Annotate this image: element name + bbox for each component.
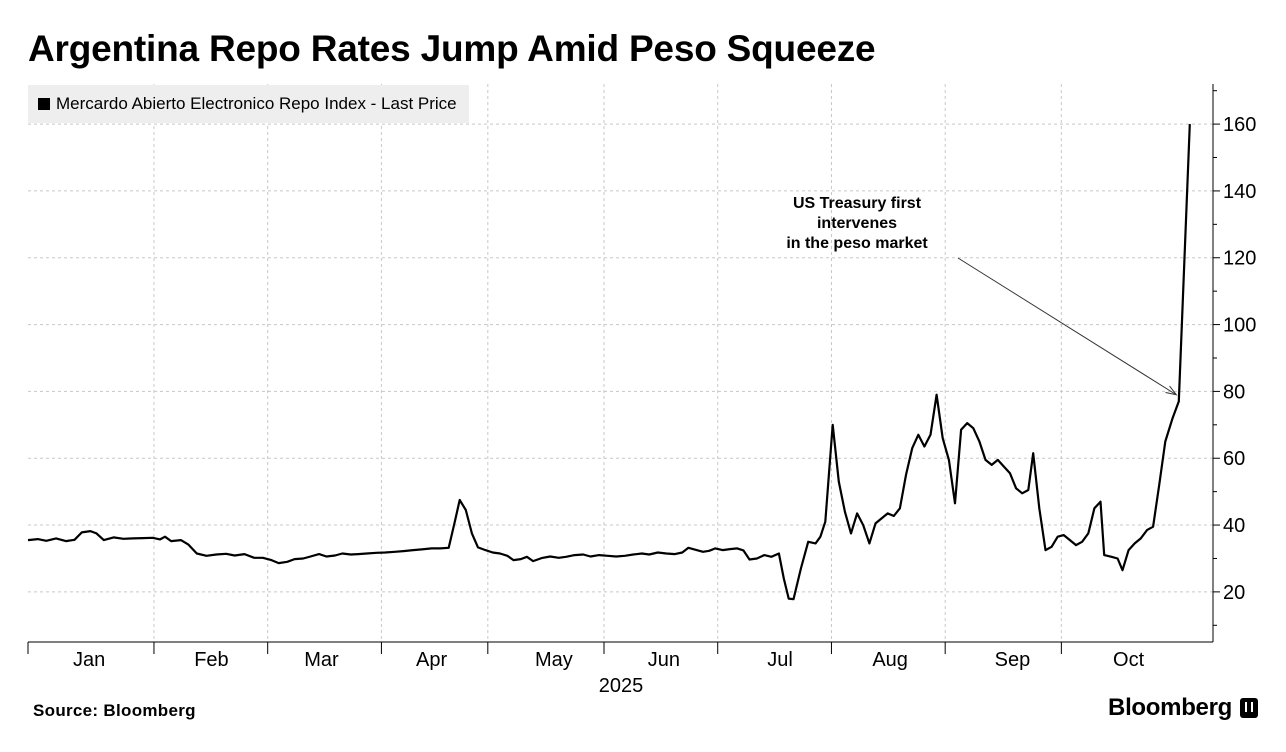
x-tick-label: Jul — [767, 649, 793, 671]
x-tick-label: Sep — [995, 649, 1031, 671]
x-tick-label: Jan — [73, 649, 105, 671]
y-tick-label: 20 — [1223, 582, 1245, 604]
x-tick-label: Oct — [1113, 649, 1145, 671]
source-note: Source: Bloomberg — [33, 701, 196, 720]
annotation-text: in the peso market — [786, 235, 928, 252]
y-tick-label: 140 — [1223, 181, 1256, 203]
x-tick-label: Mar — [304, 649, 339, 671]
x-tick-label: Feb — [194, 649, 228, 671]
brand-name: Bloomberg — [1108, 694, 1232, 721]
x-tick-label: May — [535, 649, 573, 671]
x-tick-label: Apr — [416, 649, 447, 671]
y-tick-label: 120 — [1223, 248, 1256, 270]
bloomberg-logo: Bloomberg — [1108, 694, 1258, 722]
legend: Mercardo Abierto Electronico Repo Index … — [28, 85, 469, 123]
chart-title: Argentina Repo Rates Jump Amid Peso Sque… — [28, 28, 876, 69]
y-tick-label: 60 — [1223, 448, 1245, 470]
x-tick-label: Aug — [872, 649, 908, 671]
y-tick-label: 40 — [1223, 515, 1245, 537]
annotation-text: US Treasury first — [793, 195, 922, 212]
x-tick-label: Jun — [648, 649, 680, 671]
y-tick-label: 80 — [1223, 381, 1245, 403]
annotation-arrow — [957, 257, 1177, 396]
y-tick-label: 160 — [1223, 114, 1256, 136]
legend-label: Mercardo Abierto Electronico Repo Index … — [56, 94, 457, 113]
bloomberg-terminal-icon — [1240, 698, 1258, 718]
x-axis-label: 2025 — [599, 675, 644, 697]
annotation-text: intervenes — [817, 215, 897, 232]
annotation-arrowhead — [1165, 385, 1178, 396]
series-line — [27, 124, 1191, 601]
y-tick-label: 100 — [1223, 315, 1256, 337]
legend-swatch — [38, 98, 50, 110]
